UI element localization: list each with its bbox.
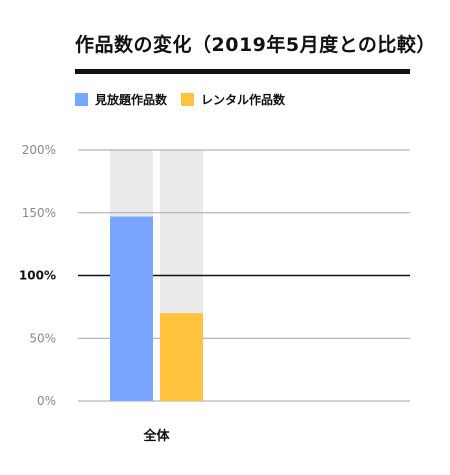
bar-rental: [160, 313, 203, 401]
bar-subscription: [110, 216, 153, 401]
y-tick-label: 100%: [19, 269, 56, 283]
legend: 見放題作品数 レンタル作品数: [75, 91, 299, 108]
title-rule: [75, 69, 410, 74]
legend-label-rental: レンタル作品数: [201, 93, 286, 107]
legend-label-subscription: 見放題作品数: [95, 93, 168, 107]
legend-swatch-subscription: [75, 93, 88, 106]
legend-item-rental: レンタル作品数: [181, 91, 285, 108]
y-tick-label: 150%: [22, 206, 56, 220]
x-category-label: 全体: [142, 428, 170, 444]
y-tick-label: 200%: [22, 143, 56, 157]
legend-swatch-rental: [181, 93, 195, 106]
y-tick-label: 0%: [37, 394, 56, 408]
y-tick-label: 50%: [29, 331, 56, 345]
legend-item-subscription: 見放題作品数: [75, 91, 167, 108]
chart-title: 作品数の変化（2019年5月度との比較）: [75, 34, 436, 56]
